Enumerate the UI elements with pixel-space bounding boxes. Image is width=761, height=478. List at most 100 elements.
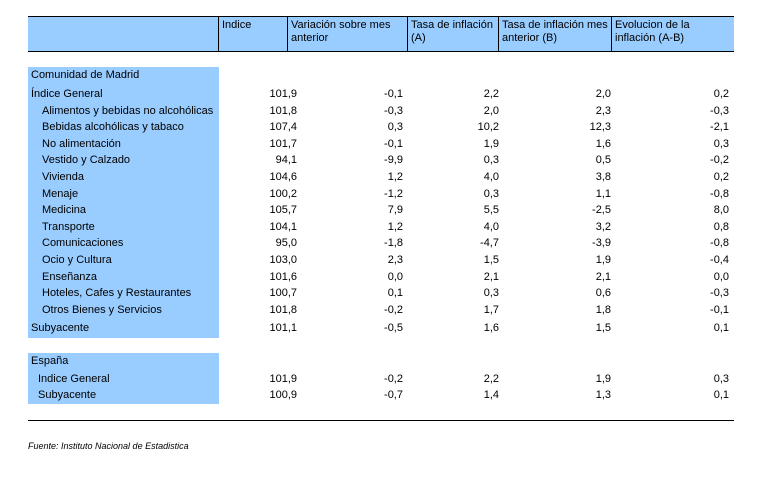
cell-value: 1,7 bbox=[483, 303, 499, 316]
header-variacion: Variación sobre mes anterior bbox=[288, 17, 408, 51]
row-label: Índice General bbox=[31, 88, 103, 100]
cell-value: 101,7 bbox=[269, 137, 297, 150]
cell-value: 0,1 bbox=[713, 322, 729, 334]
cell-value: -9,9 bbox=[384, 154, 403, 167]
table-row: Subyacente 101,1 -0,5 1,6 1,5 0,1 bbox=[28, 320, 740, 336]
cell-value: 7,9 bbox=[387, 204, 403, 217]
cell-value: -0,2 bbox=[384, 373, 403, 385]
table-row: Subyacente 100,9 -0,7 1,4 1,3 0,1 bbox=[28, 387, 740, 403]
cell-value: -0,4 bbox=[710, 254, 729, 266]
table-row: Ocio y Cultura 103,0 2,3 1,5 1,9 -0,4 bbox=[28, 252, 740, 268]
row-label: Otros Bienes y Servicios bbox=[42, 303, 162, 316]
table-row: Alimentos y bebidas no alcohólicas 101,8 -… bbox=[28, 103, 740, 119]
cell-value: 1,3 bbox=[595, 389, 611, 401]
cell-value: 8,0 bbox=[713, 204, 729, 217]
cell-value: -4,7 bbox=[480, 237, 499, 250]
row-label: Vestido y Calzado bbox=[42, 154, 131, 167]
cell-value: 2,1 bbox=[483, 270, 499, 283]
spain-label-column bbox=[28, 353, 219, 404]
cell-value: 0,0 bbox=[387, 270, 403, 283]
cell-value: -0,8 bbox=[710, 237, 729, 250]
cell-value: -0,8 bbox=[710, 187, 729, 200]
cell-value: 0,3 bbox=[483, 187, 499, 200]
cell-value: 101,8 bbox=[269, 303, 297, 316]
table-row: Comunicaciones 95,0 -1,8 -4,7 -3,9 -0,8 bbox=[28, 235, 740, 251]
cell-value: 0,2 bbox=[713, 88, 729, 100]
row-label: Comunicaciones bbox=[42, 237, 124, 250]
table-row: Indice General 101,9 -0,2 2,2 1,9 0,3 bbox=[28, 371, 740, 387]
cell-value: 1,9 bbox=[595, 373, 611, 385]
cell-value: 2,3 bbox=[387, 254, 403, 266]
table-row: Hoteles, Cafes y Restaurantes 100,7 0,1 0,3… bbox=[28, 285, 740, 301]
cell-value: 0,1 bbox=[387, 287, 403, 300]
cell-value: 2,3 bbox=[595, 104, 611, 117]
cell-value: 2,0 bbox=[483, 104, 499, 117]
row-label: Alimentos y bebidas no alcohólicas bbox=[42, 104, 214, 117]
cell-value: 101,9 bbox=[269, 88, 297, 100]
row-label: Indice General bbox=[38, 373, 110, 385]
cell-value: 0,3 bbox=[483, 287, 499, 300]
row-label: Transporte bbox=[42, 220, 95, 233]
table-header: Indice Variación sobre mes anterior Tasa… bbox=[28, 16, 734, 52]
section-title-madrid: Comunidad de Madrid bbox=[28, 67, 740, 83]
cell-value: 1,2 bbox=[387, 171, 403, 183]
section-title-spain: España bbox=[28, 353, 740, 369]
cell-value: 1,8 bbox=[595, 303, 611, 316]
row-label: Medicina bbox=[42, 204, 87, 217]
cell-value: -1,2 bbox=[384, 187, 403, 200]
cell-value: -3,9 bbox=[592, 237, 611, 250]
header-indice: Indice bbox=[219, 17, 288, 51]
spain-title: España bbox=[31, 355, 69, 367]
cell-value: 0,3 bbox=[713, 137, 729, 150]
cell-value: 10,2 bbox=[477, 121, 499, 134]
row-label: Bebidas alcohólicas y tabaco bbox=[42, 121, 184, 134]
row-label: Menaje bbox=[42, 187, 79, 200]
cell-value: 1,6 bbox=[595, 137, 611, 150]
cell-value: 1,5 bbox=[483, 254, 499, 266]
cell-value: 1,9 bbox=[483, 137, 499, 150]
cell-value: 0,1 bbox=[713, 389, 729, 401]
cell-value: -0,1 bbox=[710, 303, 729, 316]
cell-value: 101,9 bbox=[269, 373, 297, 385]
cell-value: 94,1 bbox=[275, 154, 297, 167]
cell-value: -2,5 bbox=[592, 204, 611, 217]
cell-value: 2,2 bbox=[483, 373, 499, 385]
cell-value: 107,4 bbox=[269, 121, 297, 134]
cell-value: -0,3 bbox=[710, 287, 729, 300]
cell-value: 0,3 bbox=[483, 154, 499, 167]
cell-value: -2,1 bbox=[710, 121, 729, 134]
cell-value: 5,5 bbox=[483, 204, 499, 217]
header-tasa-a: Tasa de inflación (A) bbox=[408, 17, 499, 51]
table-row: Enseñanza 101,6 0,0 2,1 2,1 0,0 bbox=[28, 269, 740, 285]
header-evolucion: Evolucion de la inflación (A-B) bbox=[612, 17, 734, 51]
cell-value: 100,9 bbox=[269, 389, 297, 401]
table-row: Vivienda 104,6 1,2 4,0 3,8 0,2 bbox=[28, 169, 740, 185]
cell-value: -0,3 bbox=[710, 104, 729, 117]
cell-value: 2,0 bbox=[595, 88, 611, 100]
cell-value: 12,3 bbox=[589, 121, 611, 134]
cell-value: 1,1 bbox=[595, 187, 611, 200]
cell-value: -0,2 bbox=[710, 154, 729, 167]
table-row: Bebidas alcohólicas y tabaco 107,4 0,3 10,2… bbox=[28, 119, 740, 135]
table-row: Vestido y Calzado 94,1 -9,9 0,3 0,5 -0,2 bbox=[28, 152, 740, 168]
header-cell-blank bbox=[28, 17, 219, 51]
cell-value: 1,2 bbox=[387, 220, 403, 233]
cell-value: 0,3 bbox=[387, 121, 403, 134]
madrid-title: Comunidad de Madrid bbox=[31, 69, 140, 81]
cell-value: 0,3 bbox=[713, 373, 729, 385]
bottom-rule bbox=[28, 420, 734, 421]
cell-value: -0,1 bbox=[384, 88, 403, 100]
cell-value: 0,8 bbox=[713, 220, 729, 233]
cell-value: 3,2 bbox=[595, 220, 611, 233]
cell-value: 2,1 bbox=[595, 270, 611, 283]
cell-value: 95,0 bbox=[275, 237, 297, 250]
header-tasa-b: Tasa de inflación mes anterior (B) bbox=[499, 17, 612, 51]
cell-value: 0,0 bbox=[713, 270, 729, 283]
cell-value: 1,9 bbox=[595, 254, 611, 266]
cell-value: 0,5 bbox=[595, 154, 611, 167]
cell-value: 101,6 bbox=[269, 270, 297, 283]
cell-value: 3,8 bbox=[595, 171, 611, 183]
cell-value: 1,4 bbox=[483, 389, 499, 401]
cell-value: -0,1 bbox=[384, 137, 403, 150]
row-label: Subyacente bbox=[31, 322, 90, 334]
